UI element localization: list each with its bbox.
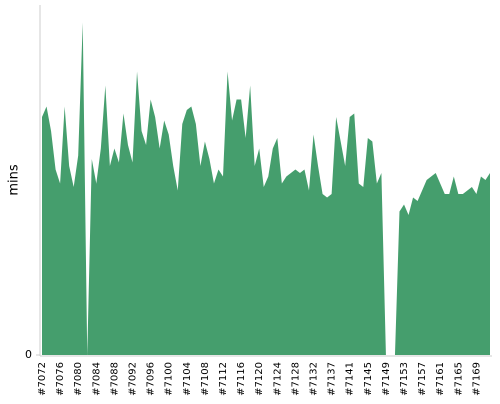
x-tick-label: #7149 (381, 362, 392, 396)
x-tick-label: #7112 (218, 362, 229, 396)
x-tick-label: #7084 (91, 362, 102, 396)
x-tick-label: #7076 (55, 362, 66, 396)
x-tick-label: #7092 (128, 362, 139, 396)
x-tick-label: #7120 (254, 362, 265, 396)
x-tick-label: #7096 (146, 362, 157, 396)
x-tick-label: #7169 (471, 362, 482, 396)
x-tick-label: #7161 (435, 362, 446, 396)
x-tick-label: #7116 (236, 362, 247, 396)
y-axis-label: mins (7, 164, 22, 196)
x-tick-label: #7100 (164, 362, 175, 396)
x-tick-label: #7088 (109, 362, 120, 396)
area (42, 22, 490, 355)
x-tick-label: #7072 (37, 362, 48, 396)
x-tick-label: #7128 (290, 362, 301, 396)
x-tick-label: #7124 (272, 362, 283, 396)
x-tick-label: #7141 (345, 362, 356, 396)
y-tick-label: 0 (25, 348, 32, 361)
x-tick-label: #7132 (309, 362, 320, 396)
x-tick-label: #7104 (182, 362, 193, 396)
x-tick-label: #7080 (73, 362, 84, 396)
x-tick-label: #7153 (399, 362, 410, 396)
x-tick-label: #7165 (453, 362, 464, 396)
x-tick-label: #7137 (327, 362, 338, 396)
x-tick-label: #7157 (417, 362, 428, 396)
x-tick-label: #7145 (363, 362, 374, 396)
x-tick-label: #7108 (200, 362, 211, 396)
